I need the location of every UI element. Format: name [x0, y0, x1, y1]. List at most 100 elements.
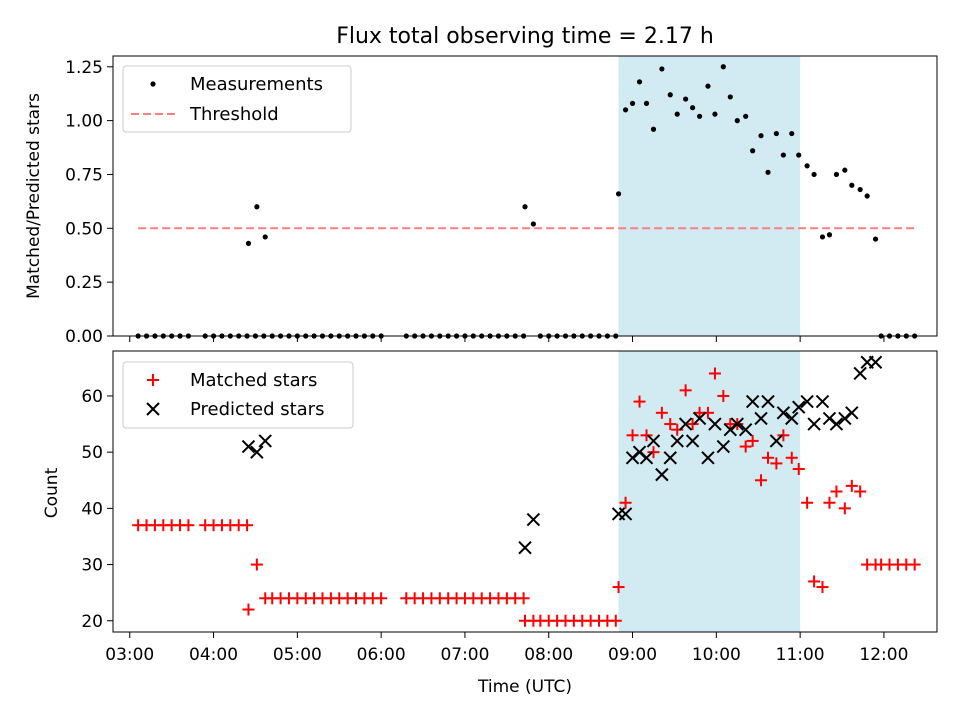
- measurement-point: [765, 169, 771, 175]
- predicted-star-point: [692, 411, 707, 426]
- predicted-star-point: [761, 394, 775, 409]
- predicted-star-point: [730, 417, 744, 431]
- matched-star-point: [664, 418, 677, 431]
- bottom-highlight-span: [618, 351, 801, 632]
- legend-label-predicted: Predicted stars: [190, 399, 324, 420]
- measurement-point: [674, 111, 680, 117]
- predicted-star-point: [670, 434, 684, 448]
- bottom-y-tick-label: 30: [81, 556, 103, 576]
- matched-star-point: [908, 558, 921, 571]
- matched-star-point: [830, 485, 843, 498]
- measurement-point: [622, 107, 629, 113]
- measurement-point: [629, 100, 636, 106]
- bottom-panel: 20 30 40 50 60 03:00 04:00 05:00 06:00 07:00 08:00…: [42, 350, 938, 697]
- measurement-point: [750, 148, 756, 154]
- measurement-point: [650, 126, 657, 132]
- bottom-x-tick-label: 11:00: [776, 645, 825, 665]
- bottom-legend-box: [122, 361, 354, 429]
- bottom-y-axis-label: Count: [42, 467, 62, 518]
- predicted-star-point: [646, 434, 661, 448]
- matched-star-point: [854, 485, 867, 498]
- measurement-point: [872, 236, 879, 242]
- bottom-x-tick-label: 08:00: [524, 645, 573, 665]
- predicted-star-point: [655, 467, 669, 482]
- legend-label-matched: Matched stars: [190, 370, 317, 391]
- measurement-point: [683, 96, 689, 102]
- matched-star-point: [717, 389, 730, 402]
- top-legend-box: [122, 65, 352, 133]
- measurement-point: [789, 130, 795, 137]
- predicted-star-point: [785, 411, 799, 426]
- predicted-star-point: [716, 439, 731, 454]
- measurement-point: [254, 204, 260, 210]
- predicted-star-point: [518, 540, 532, 555]
- bottom-x-tick-label: 05:00: [273, 645, 322, 665]
- predicted-star-point: [639, 451, 654, 465]
- measurement-point: [262, 234, 268, 240]
- predicted-star-point: [526, 512, 541, 527]
- legend-marker-predicted: [146, 402, 160, 416]
- bottom-x-tick-label: 07:00: [440, 645, 489, 665]
- matched-star-point: [517, 592, 530, 605]
- measurement-point: [734, 118, 740, 124]
- bottom-legend: Matched stars Predicted stars: [122, 361, 354, 429]
- matched-star-point: [626, 429, 639, 442]
- matched-star-point: [746, 434, 759, 447]
- legend-marker-measurements: [150, 81, 156, 87]
- bottom-x-tick-label: 10:00: [692, 645, 741, 665]
- observing-window-span: [618, 56, 801, 336]
- top-y-tick-label: 1.25: [65, 58, 103, 78]
- measurement-point: [773, 130, 779, 137]
- measurement-point: [849, 182, 855, 188]
- top-y-tick-label: 0.25: [65, 273, 103, 293]
- top-y-tick-label: 1.00: [65, 112, 103, 132]
- matched-star-point: [708, 367, 721, 380]
- predicted-star-point: [685, 434, 700, 448]
- bottom-marks: [132, 355, 921, 627]
- bottom-x-tick-label: 04:00: [189, 645, 238, 665]
- predicted-star-point: [708, 417, 722, 431]
- matched-star-point: [816, 581, 829, 594]
- bottom-x-tick-label: 06:00: [357, 645, 406, 665]
- top-highlight-span: [618, 56, 801, 336]
- matched-star-point: [777, 429, 790, 442]
- matched-star-point: [785, 451, 798, 464]
- matched-star-point: [640, 429, 653, 442]
- bottom-x-tick-label: 03:00: [105, 645, 154, 665]
- matched-star-point: [755, 474, 768, 487]
- matched-star-point: [679, 384, 692, 397]
- predicted-star-point: [745, 394, 760, 409]
- matched-star-point: [823, 496, 836, 509]
- measurement-point: [667, 92, 673, 98]
- top-legend: Measurements Threshold: [122, 65, 352, 133]
- matched-star-point: [619, 496, 632, 509]
- matched-star-point: [609, 614, 622, 627]
- measurement-point: [811, 171, 817, 178]
- predicted-star-point: [776, 406, 791, 420]
- top-panel: Flux total observing time = 2.17 h 0.000…: [24, 24, 938, 347]
- matched-star-point: [770, 457, 783, 470]
- predicted-star-point: [241, 439, 256, 454]
- measurement-point: [705, 83, 711, 89]
- measurement-point: [643, 100, 650, 106]
- measurement-point: [842, 167, 848, 173]
- matched-star-point: [241, 519, 254, 532]
- predicted-star-point: [853, 366, 867, 381]
- bottom-axis-ticks: 20 30 40 50 60 03:00 04:00 05:00 06:00 07:00 08:00…: [81, 387, 908, 665]
- matched-star-point: [739, 440, 752, 453]
- measurement-point: [804, 163, 810, 169]
- bottom-y-tick-label: 20: [81, 612, 103, 632]
- measurement-point: [530, 221, 536, 227]
- matched-star-point: [838, 502, 851, 515]
- measurement-point: [780, 152, 786, 158]
- matched-star-point: [242, 603, 255, 616]
- predicted-star-point: [845, 406, 859, 420]
- matched-star-point: [686, 418, 699, 431]
- measurement-point: [245, 240, 252, 246]
- measurement-point: [864, 193, 870, 199]
- legend-label-measurements: Measurements: [190, 74, 323, 95]
- predicted-star-point: [800, 394, 814, 409]
- matched-star-point: [801, 496, 814, 509]
- predicted-star-point: [754, 411, 768, 426]
